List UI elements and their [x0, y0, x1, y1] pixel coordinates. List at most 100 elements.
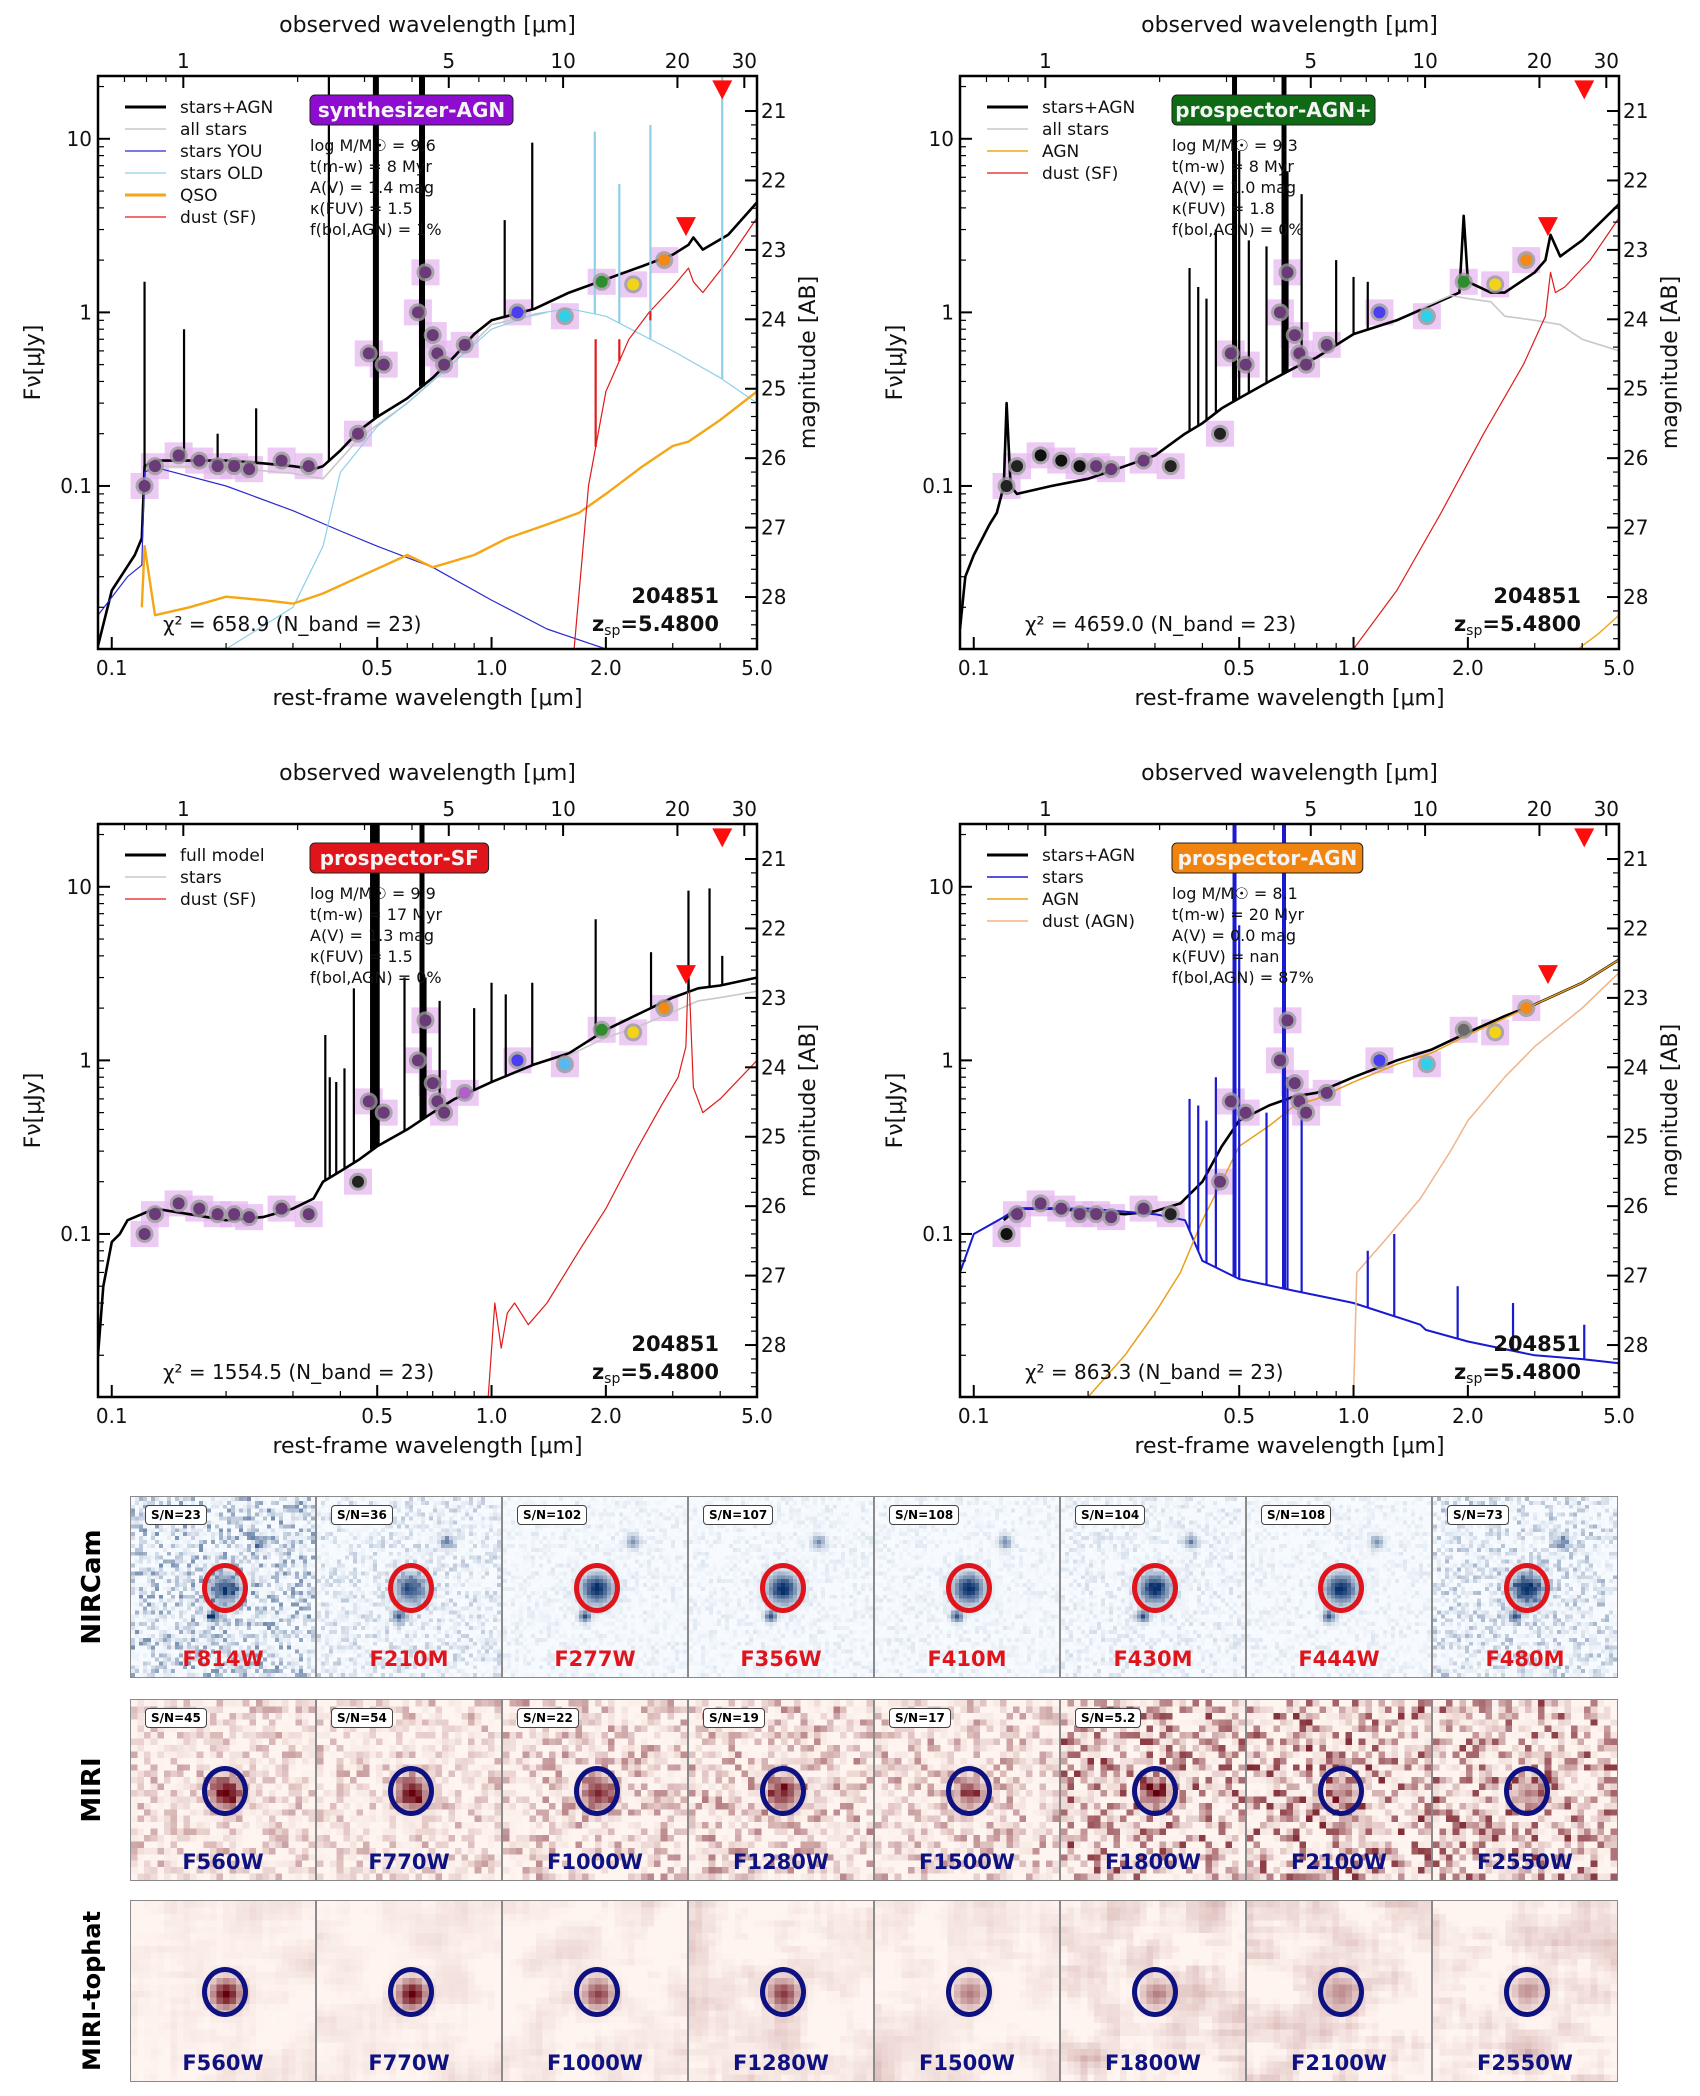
- data-point: [1034, 449, 1047, 462]
- x-top-tick-label: 5: [442, 49, 455, 73]
- fit-parameter: A(V) = 1.0 mag: [1172, 178, 1296, 197]
- mag-tick-label: 28: [1623, 1333, 1648, 1357]
- cutout-row-nircam: NIRCam S/N=23 F814W S/N=36 F210M S/N=102 F277…: [77, 1496, 1618, 1678]
- axes-frame: [96, 822, 759, 1399]
- data-point: [1105, 463, 1118, 476]
- model-badge-label: prospector-AGN+: [1175, 98, 1371, 122]
- filter-label: F444W: [1298, 1647, 1380, 1671]
- cutout-miri-tophat-f1000w: F1000W: [502, 1900, 688, 2082]
- y-right-axis-label: magnitude [AB]: [796, 1024, 821, 1197]
- redshift-value: =5.4800: [620, 612, 719, 636]
- legend-label: dust (AGN): [1042, 912, 1135, 932]
- aperture-ring: [946, 1766, 992, 1816]
- data-point: [419, 1014, 432, 1027]
- data-point: [138, 479, 151, 492]
- legend-label: stars: [180, 868, 222, 888]
- y-axis-label: Fν[μJy]: [21, 325, 46, 401]
- redshift-value: =5.4800: [1482, 1360, 1581, 1384]
- aperture-ring: [1132, 1967, 1178, 2017]
- x-top-axis-label: observed wavelength [μm]: [279, 761, 576, 786]
- sed-chart-prospector-sf: 0.1 0.5 1.0 2.0 5.0 1 5 10 20 30 0.1 1 10 21 22 23 24 25 2…: [21, 761, 821, 1459]
- cutout-miri-tophat-f1800w: F1800W: [1060, 1900, 1246, 2082]
- x-tick-label: 0.5: [361, 656, 393, 680]
- mag-tick-label: 23: [1623, 238, 1648, 262]
- series-dust-sf-: [1353, 217, 1619, 649]
- filter-label: F770W: [368, 1850, 450, 1874]
- x-tick-label: 0.1: [96, 656, 128, 680]
- row-label-text: MIRI-tophat: [78, 1910, 106, 2072]
- data-point: [1073, 460, 1086, 473]
- data-point: [193, 454, 206, 467]
- aperture-ring: [1504, 1766, 1550, 1816]
- sed-chart-synthesizer-agn: 0.1 0.5 1.0 2.0 5.0 1 5 10 20 30 0.1 1 10 21 22 23 24 25 2…: [21, 13, 821, 711]
- mag-tick-label: 21: [1623, 99, 1648, 123]
- signal-to-noise-badge: S/N=54: [331, 1708, 393, 1728]
- x-top-tick-label: 20: [1527, 797, 1552, 821]
- mag-tick-label: 24: [761, 307, 786, 331]
- data-point: [1273, 1054, 1286, 1067]
- upper-limit-marker: [1537, 965, 1558, 985]
- upper-limit-marker: [712, 828, 733, 848]
- data-point: [1137, 454, 1150, 467]
- cutout-row-miri: MIRI S/N=45 F560W S/N=54 F770W S/N=22 F1000W S…: [77, 1699, 1618, 1881]
- object-id: 204851: [631, 1332, 719, 1356]
- row-label: MIRI: [72, 1699, 112, 1881]
- mag-tick-label: 24: [761, 1055, 786, 1079]
- cutout-nircam-f277w: S/N=102 F277W: [502, 1496, 688, 1678]
- filter-label: F1500W: [919, 2051, 1015, 2075]
- legend-label: dust (SF): [1042, 164, 1118, 184]
- legend-label: dust (SF): [180, 890, 256, 910]
- data-point: [351, 1175, 364, 1188]
- x-tick-label: 0.1: [958, 656, 990, 680]
- model-badge: [309, 94, 514, 126]
- legend-label: stars+AGN: [1042, 98, 1135, 118]
- mag-tick-label: 26: [1623, 1194, 1648, 1218]
- signal-to-noise-badge: S/N=19: [703, 1708, 765, 1728]
- x-tick-label: 1.0: [476, 656, 508, 680]
- fit-parameter: f(bol,AGN) = 0%: [1172, 220, 1304, 239]
- plot-area: [960, 76, 1619, 649]
- mag-tick-label: 21: [1623, 847, 1648, 871]
- data-point: [172, 449, 185, 462]
- data-point: [1090, 460, 1103, 473]
- aperture-ring: [1318, 1967, 1364, 2017]
- mag-tick-label: 22: [761, 916, 786, 940]
- filter-label: F814W: [182, 1647, 264, 1671]
- mag-tick-label: 23: [1623, 986, 1648, 1010]
- cutout-nircam-f210m: S/N=36 F210M: [316, 1496, 502, 1678]
- data-point: [1520, 254, 1533, 267]
- x-axis-label: rest-frame wavelength [μm]: [272, 1434, 582, 1459]
- redshift-symbol: z: [1454, 1360, 1466, 1384]
- y-axis-label: Fν[μJy]: [21, 1073, 46, 1149]
- data-point: [1288, 1077, 1301, 1090]
- redshift-label: zsp=5.4800: [1454, 612, 1581, 639]
- mag-tick-label: 27: [761, 1264, 786, 1288]
- data-point: [426, 1077, 439, 1090]
- data-point: [302, 1208, 315, 1221]
- row-label: NIRCam: [72, 1496, 112, 1678]
- cutout-miri-f1000w: S/N=22 F1000W: [502, 1699, 688, 1881]
- filter-label: F210M: [369, 1647, 449, 1671]
- fit-parameter: t(m-w) = 20 Myr: [1172, 905, 1305, 924]
- data-point: [458, 338, 471, 351]
- fit-parameter: log M/M☉ = 9.9: [310, 884, 436, 903]
- aperture-ring: [202, 1766, 248, 1816]
- upper-limit-marker: [675, 217, 696, 237]
- fit-parameter: log M/M☉ = 9.6: [310, 136, 436, 155]
- model-badge-label: prospector-AGN: [1178, 846, 1358, 870]
- filter-label: F2550W: [1477, 1850, 1573, 1874]
- x-top-tick-label: 10: [1412, 797, 1437, 821]
- x-top-tick-label: 1: [1039, 49, 1052, 73]
- data-point: [1373, 306, 1386, 319]
- data-point: [1090, 1208, 1103, 1221]
- mag-tick-label: 23: [761, 238, 786, 262]
- signal-to-noise-badge: S/N=23: [145, 1505, 207, 1525]
- data-point: [1320, 1086, 1333, 1099]
- mag-tick-label: 22: [1623, 168, 1648, 192]
- mag-tick-label: 27: [1623, 1264, 1648, 1288]
- series-qso: [140, 390, 757, 617]
- fit-parameter: f(bol,AGN) = 1%: [310, 220, 442, 239]
- x-top-tick-label: 10: [550, 797, 575, 821]
- data-point: [228, 1208, 241, 1221]
